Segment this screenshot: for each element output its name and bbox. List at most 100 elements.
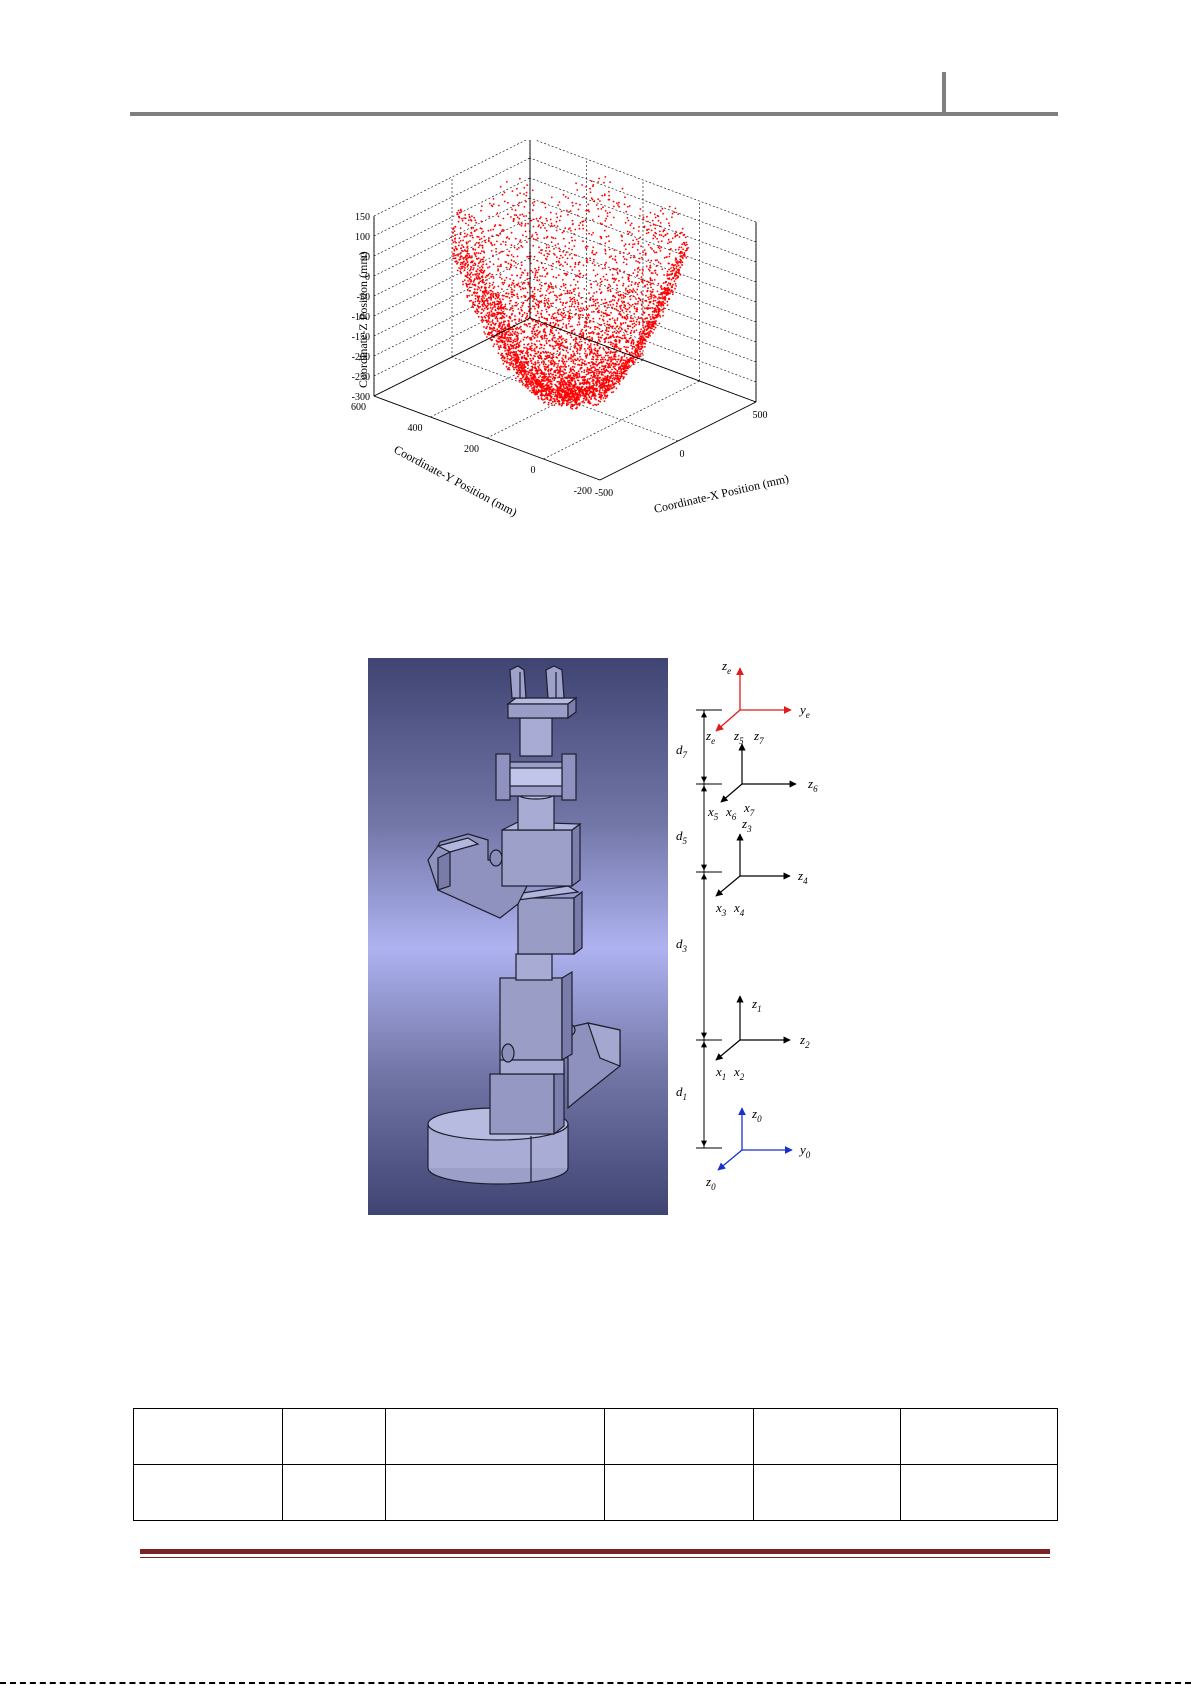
scatter-point (504, 360, 506, 363)
scatter-point (604, 242, 607, 245)
scatter-point (633, 331, 635, 334)
scatter-point (561, 326, 564, 329)
scatter-point (531, 271, 534, 274)
scatter-point (536, 279, 538, 282)
scatter-point (472, 281, 475, 283)
scatter-point (556, 398, 559, 401)
scatter-point (505, 339, 508, 341)
scatter-point (564, 254, 567, 256)
scatter-point (506, 360, 508, 362)
scatter-point (474, 278, 476, 280)
scatter-point (643, 330, 646, 332)
scatter-point (465, 235, 468, 237)
scatter-point (577, 388, 579, 391)
scatter-point (662, 304, 665, 307)
scatter-point (661, 268, 664, 271)
scatter-point (565, 402, 568, 405)
scatter-point (596, 284, 599, 286)
scatter-point (595, 398, 597, 401)
scatter-point (470, 271, 473, 274)
scatter-point (588, 378, 591, 380)
scatter-point (645, 294, 647, 297)
scatter-point (631, 303, 634, 306)
scatter-point (485, 327, 487, 329)
scatter-point (514, 327, 517, 330)
scatter-point (526, 278, 529, 281)
scatter-point (521, 361, 523, 363)
scatter-point (647, 287, 649, 289)
scatter-point (521, 271, 524, 274)
scatter-point (468, 253, 470, 255)
scatter-point (567, 228, 570, 230)
scatter-point (519, 239, 522, 242)
scatter-point (560, 263, 562, 266)
scatter-point (600, 368, 603, 371)
scatter-point (463, 279, 466, 282)
scatter-point (571, 391, 574, 394)
scatter-point (647, 304, 650, 307)
scatter-point (550, 363, 552, 366)
scatter-point (565, 366, 568, 368)
scatter-point (563, 284, 565, 287)
scatter-point (463, 249, 466, 251)
scatter-point (662, 235, 665, 238)
scatter-point (640, 303, 643, 306)
scatter-point (657, 219, 660, 222)
scatter-point (540, 284, 543, 287)
scatter-point (545, 217, 548, 220)
scatter-point (587, 371, 590, 374)
scatter-point (544, 206, 547, 209)
scatter-point (594, 304, 597, 307)
scatter-point (475, 273, 478, 276)
scatter-point (675, 261, 677, 263)
scatter-point (666, 304, 669, 307)
scatter-point (625, 258, 628, 261)
scatter-point (634, 307, 636, 310)
scatter-point (591, 331, 594, 333)
scatter-point (642, 343, 644, 345)
scatter-point (566, 292, 569, 295)
scatter-point (581, 224, 584, 226)
scatter-point (526, 325, 529, 327)
scatter-point (683, 243, 686, 245)
scatter-point (502, 328, 505, 330)
scatter-point (624, 221, 627, 224)
scatter-point (549, 211, 552, 214)
scatter-point (543, 379, 545, 382)
scatter-point (513, 294, 516, 297)
scatter-point (606, 320, 609, 323)
scatter-point (629, 256, 632, 259)
scatter-point (513, 344, 516, 346)
scatter-point (617, 363, 620, 366)
scatter-point (524, 378, 527, 381)
scatter-point (583, 371, 586, 374)
scatter-point (593, 326, 596, 328)
scatter-point (472, 267, 475, 269)
scatter-point (575, 389, 578, 392)
scatter-point (622, 255, 625, 258)
scatter-point (578, 273, 581, 275)
scatter-point (594, 387, 596, 390)
scatter-point (502, 362, 505, 365)
scatter-point (562, 358, 564, 361)
scatter-point (524, 287, 527, 290)
scatter-point (592, 332, 595, 335)
scatter-point (489, 293, 492, 296)
scatter-point (585, 274, 587, 276)
scatter-point (639, 347, 642, 350)
scatter-point (578, 375, 581, 378)
scatter-point (630, 351, 633, 354)
scatter-point (594, 363, 596, 366)
scatter-point (591, 219, 594, 221)
scatter-point (639, 350, 641, 353)
scatter-point (597, 403, 600, 406)
scatter-point (480, 285, 483, 288)
scatter-point (603, 305, 606, 308)
scatter-point (570, 383, 573, 385)
scatter-point (573, 298, 576, 301)
scatter-point (468, 269, 471, 272)
scatter-point (657, 298, 659, 300)
scatter-point (675, 274, 678, 277)
scatter-point (574, 383, 577, 386)
scatter-point (651, 322, 654, 325)
